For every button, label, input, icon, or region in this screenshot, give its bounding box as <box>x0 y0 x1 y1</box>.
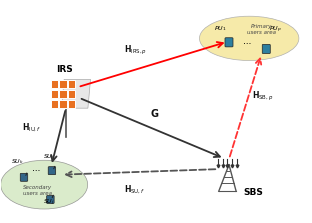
FancyBboxPatch shape <box>262 44 270 54</box>
Polygon shape <box>51 81 58 88</box>
Text: $\cdots$: $\cdots$ <box>31 163 40 173</box>
FancyBboxPatch shape <box>47 196 54 203</box>
Text: $\mathbf{H}_{\mathrm{SU},f}$: $\mathbf{H}_{\mathrm{SU},f}$ <box>124 184 145 196</box>
Polygon shape <box>68 100 76 107</box>
Polygon shape <box>59 90 66 98</box>
Text: Secondary
users area: Secondary users area <box>23 185 52 196</box>
FancyBboxPatch shape <box>48 167 56 175</box>
Text: $\mathbf{H}_{\mathrm{SB},p}$: $\mathbf{H}_{\mathrm{SB},p}$ <box>252 89 274 103</box>
Text: $\mathbf{H}_{\mathrm{IU},f}$: $\mathbf{H}_{\mathrm{IU},f}$ <box>22 122 41 134</box>
Polygon shape <box>51 90 58 98</box>
Polygon shape <box>68 90 76 98</box>
Text: $\cdots$: $\cdots$ <box>242 37 252 46</box>
Ellipse shape <box>1 160 88 209</box>
FancyBboxPatch shape <box>20 173 28 181</box>
Text: $SU_j$: $SU_j$ <box>43 198 55 208</box>
Text: $SU_k$: $SU_k$ <box>11 157 24 166</box>
Ellipse shape <box>199 16 299 60</box>
Text: Primary
users area: Primary users area <box>247 24 276 35</box>
Polygon shape <box>61 79 90 108</box>
Text: IRS: IRS <box>56 65 73 74</box>
Polygon shape <box>68 81 76 88</box>
Text: $SU_i$: $SU_i$ <box>43 153 55 161</box>
Polygon shape <box>59 100 66 107</box>
Text: $\mathbf{H}_{\mathrm{IRS},p}$: $\mathbf{H}_{\mathrm{IRS},p}$ <box>124 44 147 57</box>
FancyBboxPatch shape <box>225 38 233 47</box>
Text: SBS: SBS <box>243 188 263 197</box>
Text: $PU_1$: $PU_1$ <box>214 24 226 33</box>
Text: $\mathbf{G}$: $\mathbf{G}$ <box>150 107 159 119</box>
Text: $PU_p$: $PU_p$ <box>269 25 281 35</box>
Polygon shape <box>51 100 58 107</box>
Polygon shape <box>59 81 66 88</box>
